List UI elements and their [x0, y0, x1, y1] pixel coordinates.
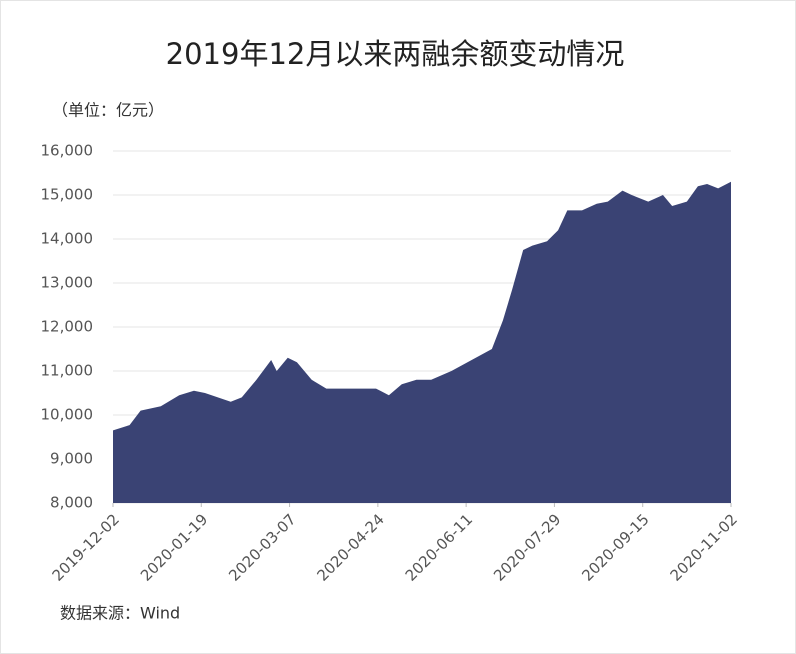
- y-tick-label: 15,000: [41, 186, 94, 204]
- source: 数据来源：Wind: [60, 604, 180, 623]
- y-tick-label: 13,000: [41, 274, 94, 292]
- y-tick-label: 10,000: [41, 406, 94, 424]
- y-tick-label: 12,000: [41, 318, 94, 336]
- y-tick-label: 14,000: [41, 230, 94, 248]
- unit-label: （单位：亿元）: [52, 101, 164, 120]
- chart-title: 2019年12月以来两融余额变动情况: [166, 37, 625, 71]
- area: [113, 181, 731, 504]
- y-tick-label: 9,000: [50, 450, 93, 468]
- y-tick-label: 11,000: [41, 362, 94, 380]
- y-tick-label: 8,000: [50, 494, 93, 512]
- y-tick-label: 16,000: [41, 142, 94, 160]
